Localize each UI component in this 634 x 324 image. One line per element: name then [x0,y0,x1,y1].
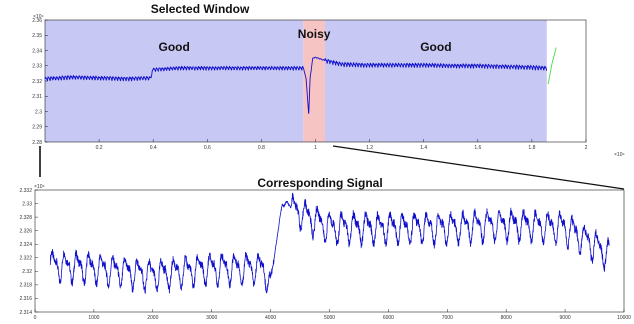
x-tick-label: 0.8 [258,145,265,151]
series-signal-line [49,192,610,294]
y-tick-label: 2.314 [19,310,32,316]
top-chart: Selected Window ×10⁴ ×10⁴ 2.28 2.29 2.3 2.3… [32,2,624,158]
bottom-x-ticks: 0 1000 2000 3000 4000 5000 6000 7000 8000 9000 100… [34,309,631,321]
x-tick-label: 0.6 [204,145,211,151]
y-tick-label: 2.31 [32,94,42,100]
x-tick-label: 1000 [88,315,99,321]
y-tick-label: 2.322 [19,256,32,262]
bottom-y-ticks: 2.314 2.316 2.318 2.32 2.322 2.324 2.326 2.328 2… [19,188,38,316]
x-tick-label: 9000 [560,315,571,321]
y-tick-label: 2.29 [32,125,42,131]
x-tick-label: 0.2 [96,145,103,151]
bottom-chart: Corresponding Signal ×10⁴ 2.3142.3162.31… [19,176,631,321]
region-label-1: Noisy [298,27,331,41]
region-good-0 [45,20,304,142]
region-good-2 [324,20,547,142]
x-tick-label: 2 [585,145,588,151]
x-tick-label: 3000 [206,315,217,321]
top-x-exponent-label: ×10⁴ [614,152,625,158]
bottom-series [49,192,610,294]
x-tick-label: 5000 [324,315,335,321]
x-tick-label: 0.4 [150,145,157,151]
x-tick-label: 1 [314,145,317,151]
top-regions [45,20,547,142]
x-tick-label: 1.6 [474,145,481,151]
bottom-plot-frame [34,189,625,313]
y-tick-label: 2.332 [19,188,32,194]
y-tick-label: 2.316 [19,296,32,302]
top-x-ticks: 0.2 0.4 0.6 0.8 1 1.2 1.4 1.6 1.8 2 [96,139,588,151]
x-tick-label: 1.4 [420,145,427,151]
y-tick-label: 2.32 [22,269,32,275]
x-tick-label: 4000 [265,315,276,321]
top-y-exponent-label: ×10⁴ [33,14,44,20]
y-tick-label: 2.326 [19,228,32,234]
y-tick-label: 2.33 [32,64,42,70]
x-tick-label: 1.8 [528,145,535,151]
top-region-labels: Good Noisy Good [158,27,451,54]
x-tick-label: 0 [34,315,37,321]
y-tick-label: 2.33 [22,201,32,207]
series-signal-line [44,56,548,114]
top-y-ticks: 2.28 2.29 2.3 2.31 2.32 2.33 2.34 2.35 2.36 [32,18,48,146]
zoom-connector-right [332,145,625,190]
y-tick-label: 2.34 [32,48,42,54]
y-tick-label: 2.318 [19,283,32,289]
x-tick-label: 6000 [383,315,394,321]
x-tick-label: 10000 [617,315,631,321]
y-tick-label: 2.3 [35,109,42,115]
bottom-chart-title: Corresponding Signal [257,176,382,190]
x-tick-label: 1.2 [366,145,373,151]
y-tick-label: 2.36 [32,18,42,24]
y-tick-label: 2.32 [32,79,42,85]
y-tick-label: 2.35 [32,33,42,39]
x-tick-label: 7000 [442,315,453,321]
zoom-connectors [39,145,625,190]
top-chart-title: Selected Window [151,2,250,16]
x-tick-label: 8000 [501,315,512,321]
y-tick-label: 2.328 [19,215,32,221]
region-label-0: Good [158,40,189,54]
series-tail-line [547,47,557,85]
region-label-2: Good [420,40,451,54]
x-tick-label: 2000 [147,315,158,321]
y-tick-label: 2.324 [19,242,32,248]
y-tick-label: 2.28 [32,140,42,146]
bottom-y-exponent-label: ×10⁴ [34,184,45,190]
top-series [44,47,557,114]
